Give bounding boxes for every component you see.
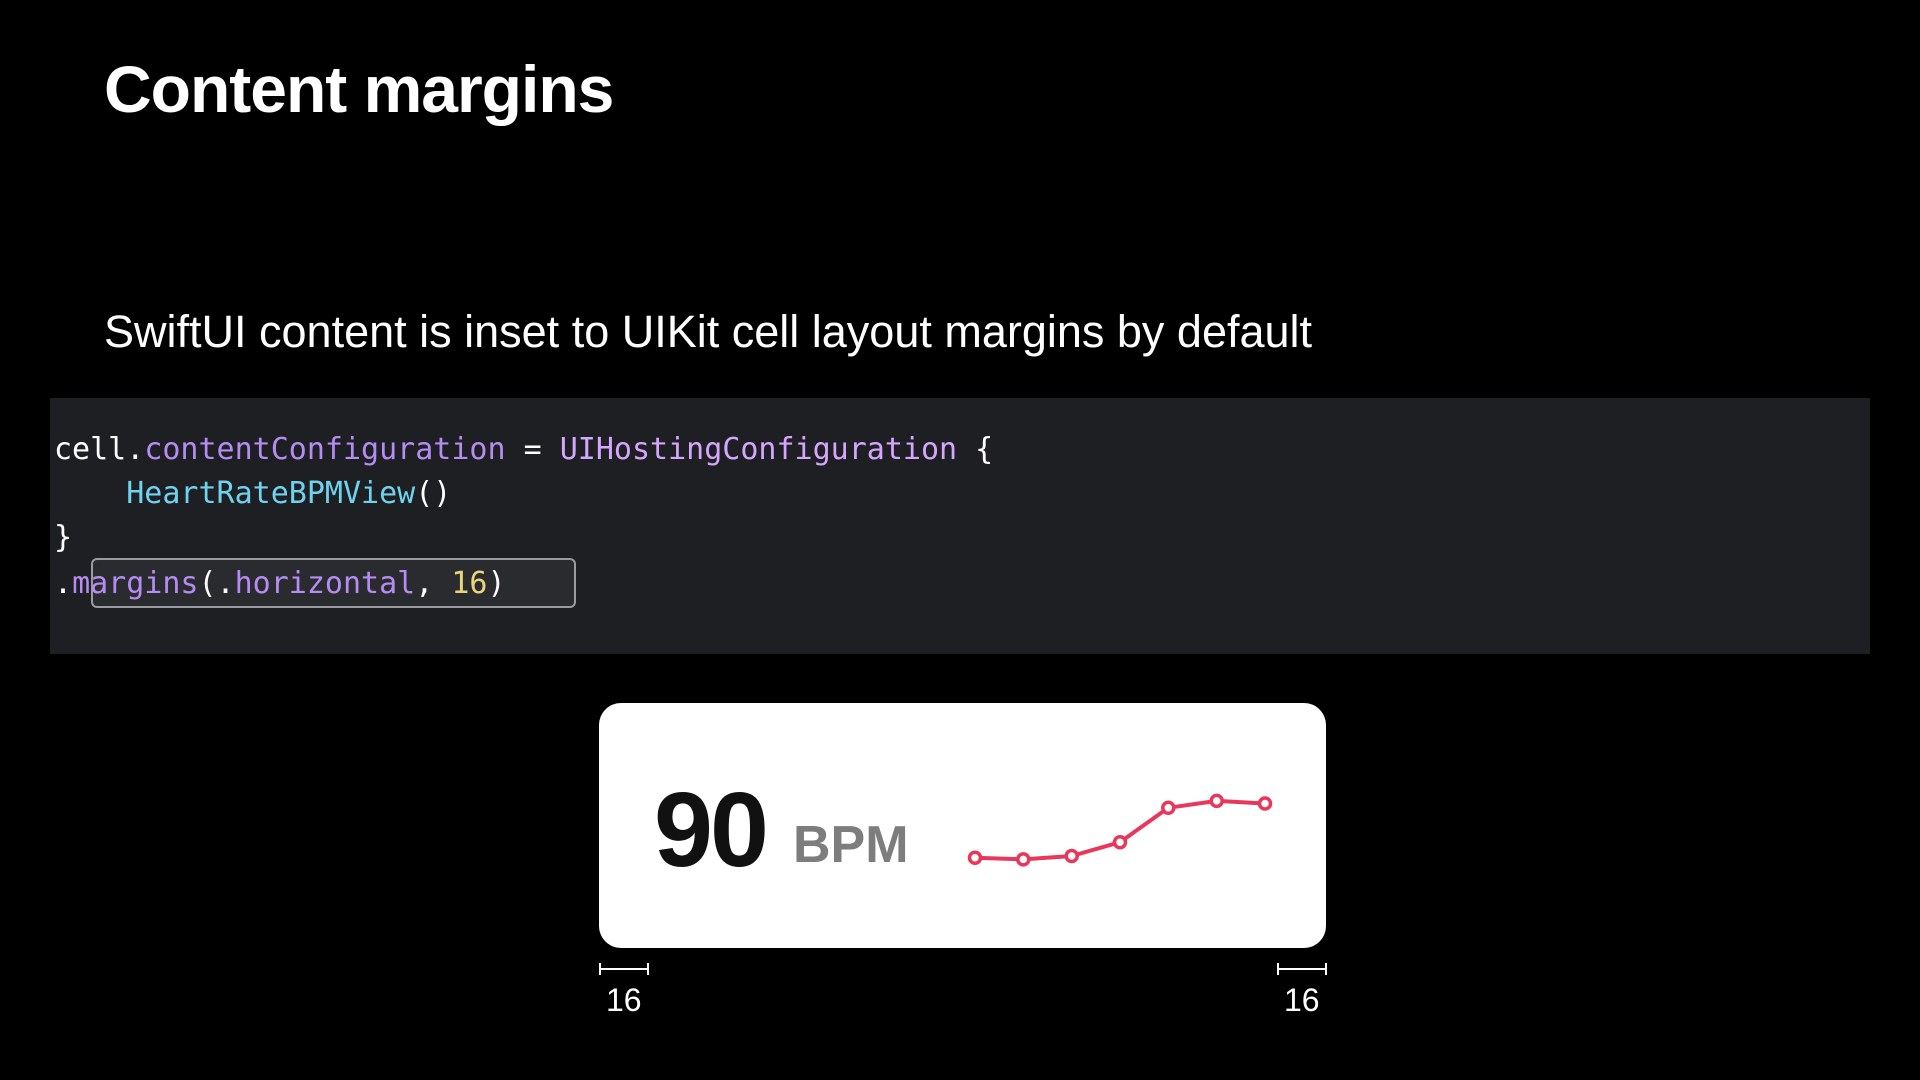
trend-point [1257, 796, 1273, 811]
code-token: margins [72, 566, 199, 601]
trend-point [1161, 800, 1176, 816]
slide-subtitle: SwiftUI content is inset to UIKit cell l… [104, 306, 1313, 357]
trend-point [1209, 793, 1224, 809]
code-token: (. [198, 566, 235, 601]
trend-line [973, 798, 1267, 862]
left-margin-label: 16 [606, 982, 642, 1018]
code-block [50, 398, 1870, 654]
right-margin-label: 16 [1284, 982, 1320, 1018]
trend-points [967, 793, 1273, 867]
code-token: () [415, 476, 452, 511]
code-token: = [505, 432, 560, 467]
code-indent [54, 476, 126, 511]
code-token: . [54, 566, 73, 601]
code-token: 16 [451, 566, 488, 601]
code-token: HeartRateBPMView [126, 476, 416, 511]
trend-point [1112, 834, 1128, 850]
trend-point [1016, 852, 1031, 867]
trend-point [967, 850, 983, 865]
code-line-2: HeartRateBPMView() [54, 472, 451, 516]
bpm-unit-label: BPM [793, 816, 909, 874]
code-token: UIHostingConfiguration [559, 432, 958, 467]
heart-rate-trend-chart [967, 793, 1273, 867]
code-line-4: .margins(.horizontal, 16) [54, 562, 506, 606]
trend-point [1064, 848, 1079, 864]
slide-title: Content margins [104, 52, 614, 126]
code-token: horizontal [234, 566, 416, 601]
left-margin-measure-bracket [599, 963, 649, 975]
code-token: ) [487, 566, 506, 601]
code-line-1: cell.contentConfiguration = UIHostingCon… [54, 428, 993, 472]
code-token: } [54, 520, 73, 555]
code-token: cell. [54, 432, 145, 467]
code-token: contentConfiguration [144, 432, 506, 467]
code-line-3: } [54, 516, 72, 560]
heart-rate-card [599, 703, 1326, 948]
bpm-value: 90 [654, 771, 769, 889]
code-highlight-box [91, 558, 576, 608]
code-token: , [415, 566, 452, 601]
code-token: { [957, 432, 994, 467]
right-margin-measure-bracket [1277, 963, 1327, 975]
